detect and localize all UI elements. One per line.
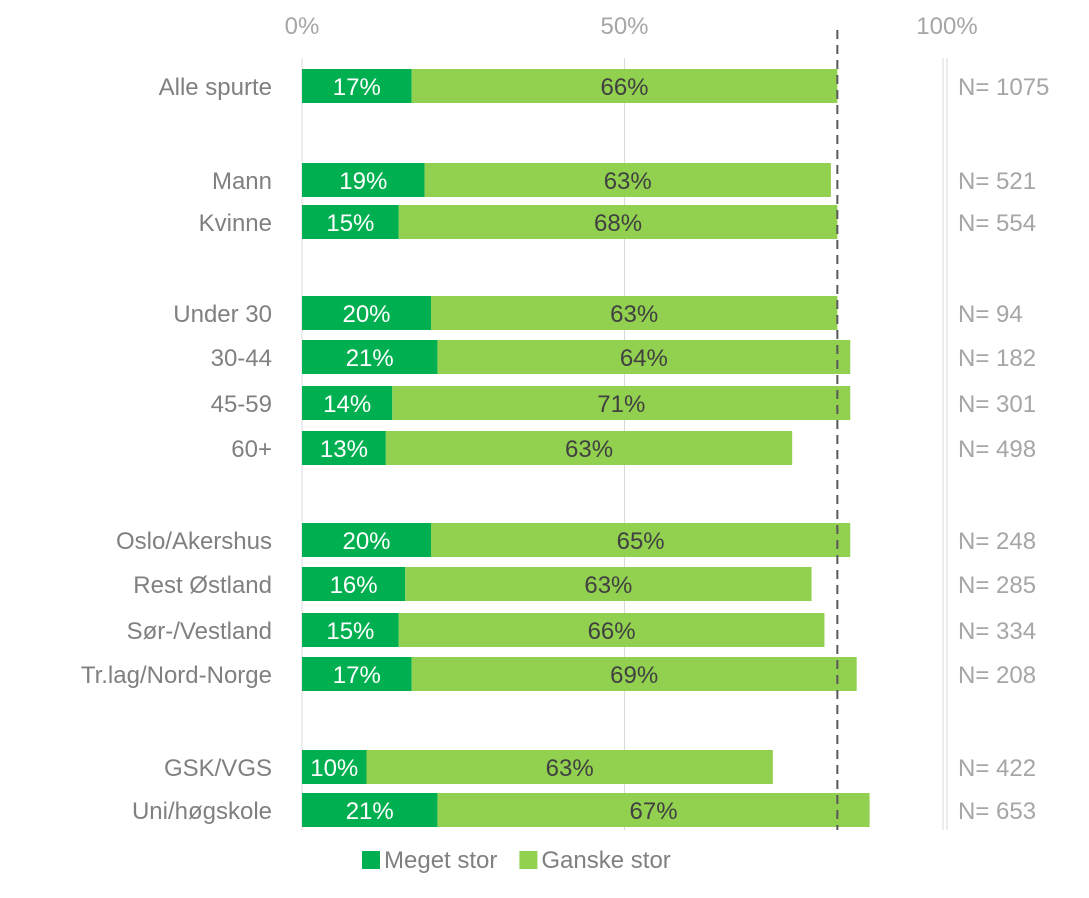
data-label: 15%	[326, 618, 374, 645]
data-label: 65%	[617, 528, 665, 555]
n-label: N= 653	[958, 798, 1036, 825]
x-tick-label: 0%	[285, 13, 320, 40]
category-label: Under 30	[173, 301, 272, 328]
bar-ganske-stor	[392, 386, 851, 420]
n-label: N= 334	[958, 618, 1036, 645]
data-label: 63%	[565, 436, 613, 463]
bar-ganske-stor	[405, 567, 812, 601]
legend-label: Meget stor	[384, 847, 497, 874]
data-label: 10%	[310, 755, 358, 782]
x-tick-label: 50%	[600, 13, 648, 40]
data-label: 16%	[330, 572, 378, 599]
bars: 17% 66% 19% 63% 15% 68% 20% 63% 21% 64% 14% 71% 13% 6…	[302, 69, 870, 827]
data-label: 66%	[588, 618, 636, 645]
n-label: N= 422	[958, 755, 1036, 782]
n-label: N= 94	[958, 301, 1023, 328]
n-label: N= 285	[958, 572, 1036, 599]
bar-ganske-stor	[411, 657, 857, 691]
bar-meget-stor	[302, 163, 425, 197]
n-label: N= 248	[958, 528, 1036, 555]
bar-meget-stor	[302, 613, 399, 647]
category-label: Oslo/Akershus	[116, 528, 272, 555]
n-label: N= 301	[958, 391, 1036, 418]
bar-ganske-stor	[398, 613, 825, 647]
category-label: Kvinne	[199, 210, 272, 237]
n-label: N= 554	[958, 210, 1036, 237]
bar-meget-stor	[302, 567, 406, 601]
category-label: Alle spurte	[159, 74, 272, 101]
bar-meget-stor	[302, 657, 412, 691]
n-label: N= 498	[958, 436, 1036, 463]
category-label: 45-59	[211, 391, 272, 418]
bar-meget-stor	[302, 69, 412, 103]
data-label: 63%	[604, 168, 652, 195]
bar-ganske-stor	[431, 296, 838, 330]
data-label: 63%	[546, 755, 594, 782]
category-label: Rest Østland	[133, 572, 272, 599]
bar-ganske-stor	[424, 163, 831, 197]
bar-ganske-stor	[411, 69, 838, 103]
category-labels: Alle spurte Mann Kvinne Under 30 30-44 45-59 6…	[81, 74, 272, 825]
category-label: 30-44	[211, 345, 272, 372]
data-label: 15%	[326, 210, 374, 237]
bar-meget-stor	[302, 340, 438, 374]
data-label: 71%	[597, 391, 645, 418]
data-label: 19%	[339, 168, 387, 195]
data-label: 21%	[346, 345, 394, 372]
category-label: Mann	[212, 168, 272, 195]
n-label: N= 182	[958, 345, 1036, 372]
data-label: 67%	[630, 798, 678, 825]
data-label: 17%	[333, 74, 381, 101]
data-label: 21%	[346, 798, 394, 825]
x-axis-ticks: 0% 50% 100%	[285, 13, 978, 40]
sample-size-labels: N= 1075 N= 521 N= 554 N= 94 N= 182 N= 301 N= 4…	[958, 74, 1049, 825]
bar-meget-stor	[302, 205, 399, 239]
data-label: 66%	[600, 74, 648, 101]
data-label: 64%	[620, 345, 668, 372]
bar-meget-stor	[302, 431, 386, 465]
data-label: 20%	[342, 301, 390, 328]
data-label: 68%	[594, 210, 642, 237]
category-label: GSK/VGS	[164, 755, 272, 782]
data-label: 63%	[584, 572, 632, 599]
bar-ganske-stor	[366, 750, 773, 784]
category-label: Sør-/Vestland	[127, 618, 272, 645]
category-label: Tr.lag/Nord-Norge	[81, 662, 272, 689]
bar-meget-stor	[302, 793, 438, 827]
data-label: 69%	[610, 662, 658, 689]
bar-meget-stor	[302, 296, 431, 330]
legend-swatch-ganske-stor	[519, 851, 538, 869]
data-label: 17%	[333, 662, 381, 689]
data-label: 20%	[342, 528, 390, 555]
n-label: N= 521	[958, 168, 1036, 195]
category-label: 60+	[231, 436, 272, 463]
legend: Meget stor Ganske stor	[362, 847, 671, 874]
bar-ganske-stor	[437, 340, 851, 374]
x-tick-label: 100%	[916, 13, 977, 40]
legend-swatch-meget-stor	[362, 851, 380, 869]
data-label: 13%	[320, 436, 368, 463]
data-label: 14%	[323, 391, 371, 418]
bar-ganske-stor	[431, 523, 851, 557]
bar-ganske-stor	[398, 205, 838, 239]
bar-meget-stor	[302, 750, 367, 784]
bar-meget-stor	[302, 386, 393, 420]
n-label: N= 1075	[958, 74, 1049, 101]
legend-label: Ganske stor	[541, 847, 670, 874]
data-label: 63%	[610, 301, 658, 328]
bar-meget-stor	[302, 523, 431, 557]
bar-ganske-stor	[437, 793, 870, 827]
n-label: N= 208	[958, 662, 1036, 689]
bar-ganske-stor	[385, 431, 793, 465]
category-label: Uni/høgskole	[132, 798, 272, 825]
